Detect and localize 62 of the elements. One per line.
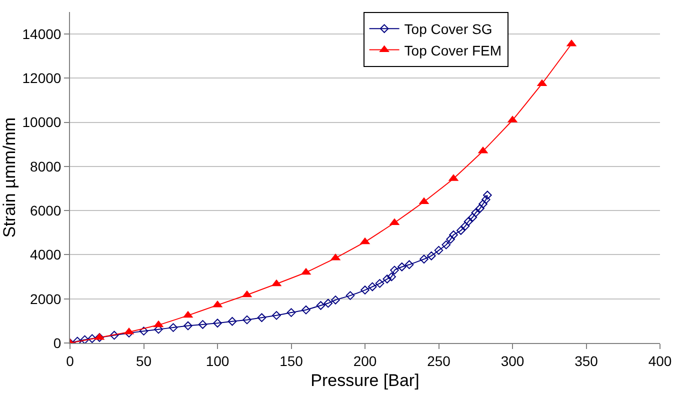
point bbox=[110, 330, 119, 340]
y-tick-label: 14000 bbox=[22, 26, 62, 42]
y-tick-label: 4000 bbox=[30, 246, 62, 263]
point bbox=[476, 204, 484, 213]
point bbox=[80, 335, 90, 343]
point bbox=[302, 306, 310, 314]
point bbox=[88, 334, 97, 343]
point bbox=[446, 234, 455, 244]
y-tick-label: 0 bbox=[53, 334, 62, 351]
point bbox=[242, 315, 252, 324]
point bbox=[434, 246, 444, 255]
point bbox=[482, 195, 490, 204]
point bbox=[331, 296, 340, 304]
legend-label: Top Cover FEM bbox=[404, 42, 502, 58]
point bbox=[468, 212, 478, 222]
y-axis-title: Strain µmm/mm bbox=[0, 117, 19, 238]
point bbox=[382, 274, 392, 284]
point bbox=[368, 282, 377, 292]
point bbox=[286, 308, 296, 317]
point bbox=[375, 279, 384, 288]
x-tick-label: 100 bbox=[206, 352, 230, 369]
point bbox=[404, 260, 414, 270]
legend-label: Top Cover SG bbox=[404, 21, 492, 38]
point bbox=[456, 226, 466, 235]
point bbox=[198, 320, 208, 329]
point bbox=[324, 298, 333, 308]
point bbox=[397, 262, 406, 272]
point bbox=[464, 217, 473, 226]
x-tick-label: 200 bbox=[353, 352, 377, 369]
y-tick-label: 12000 bbox=[22, 70, 62, 86]
point bbox=[390, 266, 399, 275]
y-tick-label: 6000 bbox=[30, 202, 62, 218]
y-tick-label: 10000 bbox=[22, 114, 62, 130]
point bbox=[360, 286, 370, 294]
y-tick-label: 8000 bbox=[30, 158, 62, 174]
point bbox=[426, 251, 436, 260]
point bbox=[139, 326, 148, 336]
y-tick-label: 2000 bbox=[30, 290, 62, 307]
point bbox=[272, 311, 281, 320]
point bbox=[420, 254, 428, 264]
x-tick-label: 50 bbox=[136, 352, 152, 369]
point bbox=[184, 321, 192, 330]
point bbox=[387, 272, 396, 282]
x-tick-label: 300 bbox=[500, 352, 524, 369]
point bbox=[483, 190, 492, 200]
point bbox=[346, 291, 355, 300]
x-tick-label: 150 bbox=[280, 352, 304, 369]
point bbox=[213, 318, 222, 328]
x-axis-title: Pressure [Bar] bbox=[310, 371, 420, 390]
x-tick-label: 350 bbox=[574, 352, 598, 369]
point bbox=[316, 301, 326, 310]
point bbox=[471, 208, 480, 218]
point bbox=[168, 323, 178, 332]
x-tick-label: 250 bbox=[427, 352, 451, 369]
point bbox=[449, 230, 458, 240]
point bbox=[478, 200, 488, 208]
point bbox=[460, 222, 470, 230]
point bbox=[257, 313, 266, 322]
point bbox=[442, 240, 451, 250]
x-tick-label: 400 bbox=[648, 352, 672, 369]
point bbox=[228, 316, 237, 326]
x-tick-label: 0 bbox=[66, 352, 74, 369]
